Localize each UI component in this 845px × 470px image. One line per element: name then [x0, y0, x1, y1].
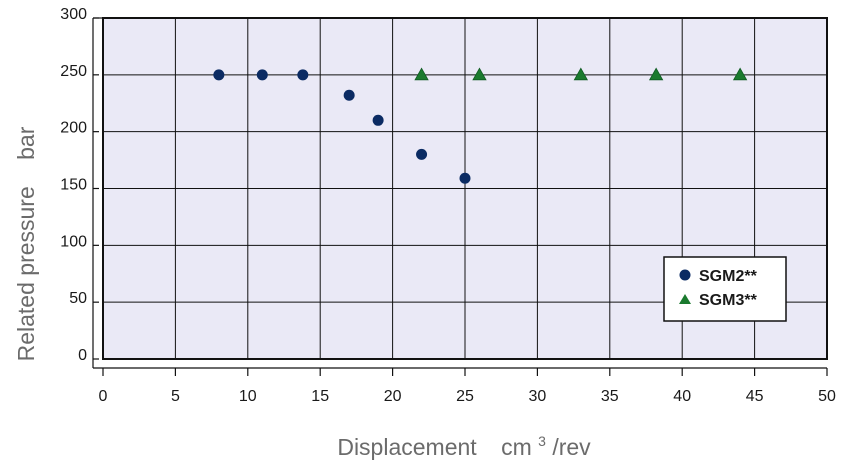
x-tick-label: 50: [818, 388, 836, 405]
data-point-sgm3: [573, 67, 589, 81]
axes: [92, 17, 828, 376]
y-tick-label: 200: [60, 120, 87, 137]
data-point-sgm3: [472, 67, 487, 81]
y-tick-label: 0: [78, 347, 87, 364]
x-tick-label: 25: [456, 388, 474, 405]
y-axis-unit: bar: [13, 126, 39, 160]
x-axis-label: Displacement: [337, 434, 477, 460]
y-tick-label: 150: [60, 177, 87, 194]
y-axis-label: Related pressure: [13, 186, 39, 361]
x-axis-unit-suffix: /rev: [552, 434, 591, 460]
data-point-sgm2: [213, 69, 225, 81]
x-axis-title: Displacement cm 3 /rev: [337, 425, 591, 460]
legend-marker-sgm2: [679, 269, 691, 281]
x-axis-unit-sup: 3: [538, 433, 546, 449]
data-point-sgm2: [256, 69, 268, 81]
y-tick-label: 300: [60, 6, 87, 23]
x-axis-unit-prefix: cm: [501, 434, 532, 460]
data-point-sgm2: [297, 69, 309, 81]
data-point-sgm3: [732, 67, 748, 81]
legend-label-sgm2: SGM2**: [699, 268, 758, 285]
y-tick-label: 100: [60, 233, 87, 250]
x-tick-label: 20: [384, 388, 402, 405]
y-axis-title: Related pressure bar: [13, 126, 39, 361]
plot-border: [102, 17, 828, 360]
legend-box: [663, 256, 787, 322]
x-tick-label: 40: [673, 388, 691, 405]
tick-labels: 0 5 10 15 20 25 30 35 40 45 50 0 50 100 150 200 250 300: [60, 6, 836, 405]
x-tick-label: 35: [601, 388, 619, 405]
x-tick-label: 45: [746, 388, 764, 405]
x-tick-label: 0: [99, 388, 108, 405]
data-point-sgm3: [414, 67, 429, 81]
data-point-sgm2: [343, 89, 355, 101]
y-tick-label: 50: [69, 290, 87, 307]
data-point-sgm3: [648, 67, 664, 81]
data-point-sgm2: [416, 148, 428, 160]
x-tick-label: 5: [171, 388, 180, 405]
data-point-sgm2: [372, 114, 384, 126]
x-tick-label: 30: [529, 388, 547, 405]
data-marks: [213, 67, 748, 184]
legend: SGM2** SGM3**: [663, 256, 787, 322]
legend-label-sgm3: SGM3**: [699, 292, 758, 309]
data-point-sgm2: [459, 172, 471, 184]
x-tick-label: 10: [239, 388, 257, 405]
legend-marker-sgm3: [679, 294, 691, 304]
y-tick-label: 250: [60, 63, 87, 80]
x-tick-label: 15: [311, 388, 329, 405]
